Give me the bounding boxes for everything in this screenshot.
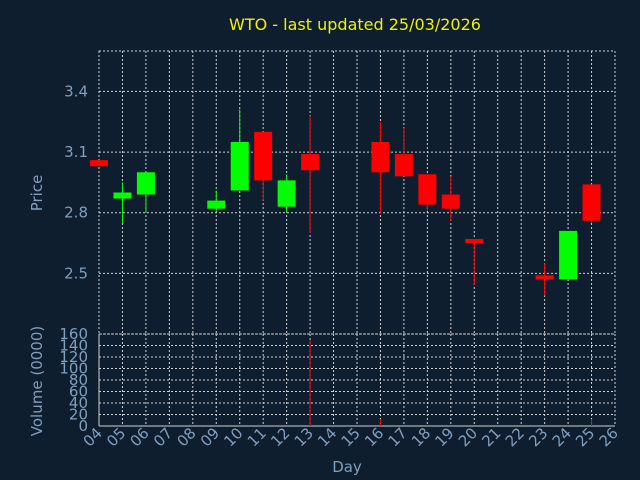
x-axis-label: Day [332, 458, 362, 476]
candle-body [254, 131, 273, 181]
candle-body [136, 172, 155, 195]
volume-tick-label: 120 [59, 348, 88, 366]
candle-body [207, 200, 226, 209]
candle-body [277, 180, 296, 207]
volume-tick-label: 140 [59, 337, 88, 355]
volume-grid [98, 333, 616, 427]
price-tick-label: 3.4 [64, 82, 88, 100]
price-axis-label: Price [28, 175, 46, 212]
candle-body [418, 174, 437, 205]
volume-bars [309, 339, 593, 426]
price-grid [98, 50, 616, 335]
volume-tick-label: 0 [78, 417, 88, 435]
x-tick-label: 11 [244, 424, 270, 450]
volume-tick-label: 80 [69, 371, 88, 389]
x-tick-label: 12 [267, 424, 293, 450]
x-tick-label: 22 [502, 424, 528, 450]
volume-tick-label: 40 [69, 394, 88, 412]
x-tick-label: 18 [408, 424, 434, 450]
candle-body [90, 160, 108, 167]
volume-tick-label: 100 [59, 360, 88, 378]
x-tick-label: 25 [572, 424, 598, 450]
x-tick-label: 23 [525, 424, 551, 450]
price-tick-label: 3.1 [64, 143, 88, 161]
candle-body [230, 141, 249, 191]
volume-axis-label: Volume (0000) [28, 326, 46, 436]
price-tick-label: 2.8 [64, 204, 88, 222]
candle-body [113, 192, 132, 199]
x-tick-label: 24 [549, 424, 575, 450]
candle-body [301, 154, 320, 171]
chart-title: WTO - last updated 25/03/2026 [229, 15, 481, 34]
x-tick-label: 08 [173, 424, 199, 450]
volume-tick-label: 60 [69, 383, 88, 401]
x-tick-label: 09 [197, 424, 223, 450]
candle-body [535, 275, 554, 280]
x-tick-label: 16 [361, 424, 387, 450]
candle-body [441, 194, 460, 209]
x-tick-label: 19 [431, 424, 457, 450]
candle-body [559, 230, 578, 280]
candle-body [582, 184, 601, 221]
x-tick-label: 21 [478, 424, 504, 450]
candle-body [465, 238, 484, 244]
x-tick-label: 07 [150, 424, 176, 450]
x-axis-ticks: 0405060708091011121314151617181920212223… [80, 424, 622, 450]
candle-body [394, 154, 413, 177]
price-tick-label: 2.5 [64, 264, 88, 282]
x-tick-label: 20 [455, 424, 481, 450]
x-tick-label: 06 [127, 424, 153, 450]
volume-tick-label: 20 [69, 406, 88, 424]
x-tick-label: 17 [385, 424, 411, 450]
x-tick-label: 15 [338, 424, 364, 450]
candle-body [371, 141, 390, 173]
x-tick-label: 05 [103, 424, 129, 450]
candlesticks [90, 109, 601, 296]
x-tick-label: 14 [314, 424, 340, 450]
x-tick-label: 26 [596, 424, 622, 450]
x-tick-label: 10 [220, 424, 246, 450]
price-axis-ticks: 2.5 2.8 3.1 3.4 [64, 82, 88, 282]
volume-tick-label: 160 [59, 325, 88, 343]
x-tick-label: 13 [291, 424, 317, 450]
